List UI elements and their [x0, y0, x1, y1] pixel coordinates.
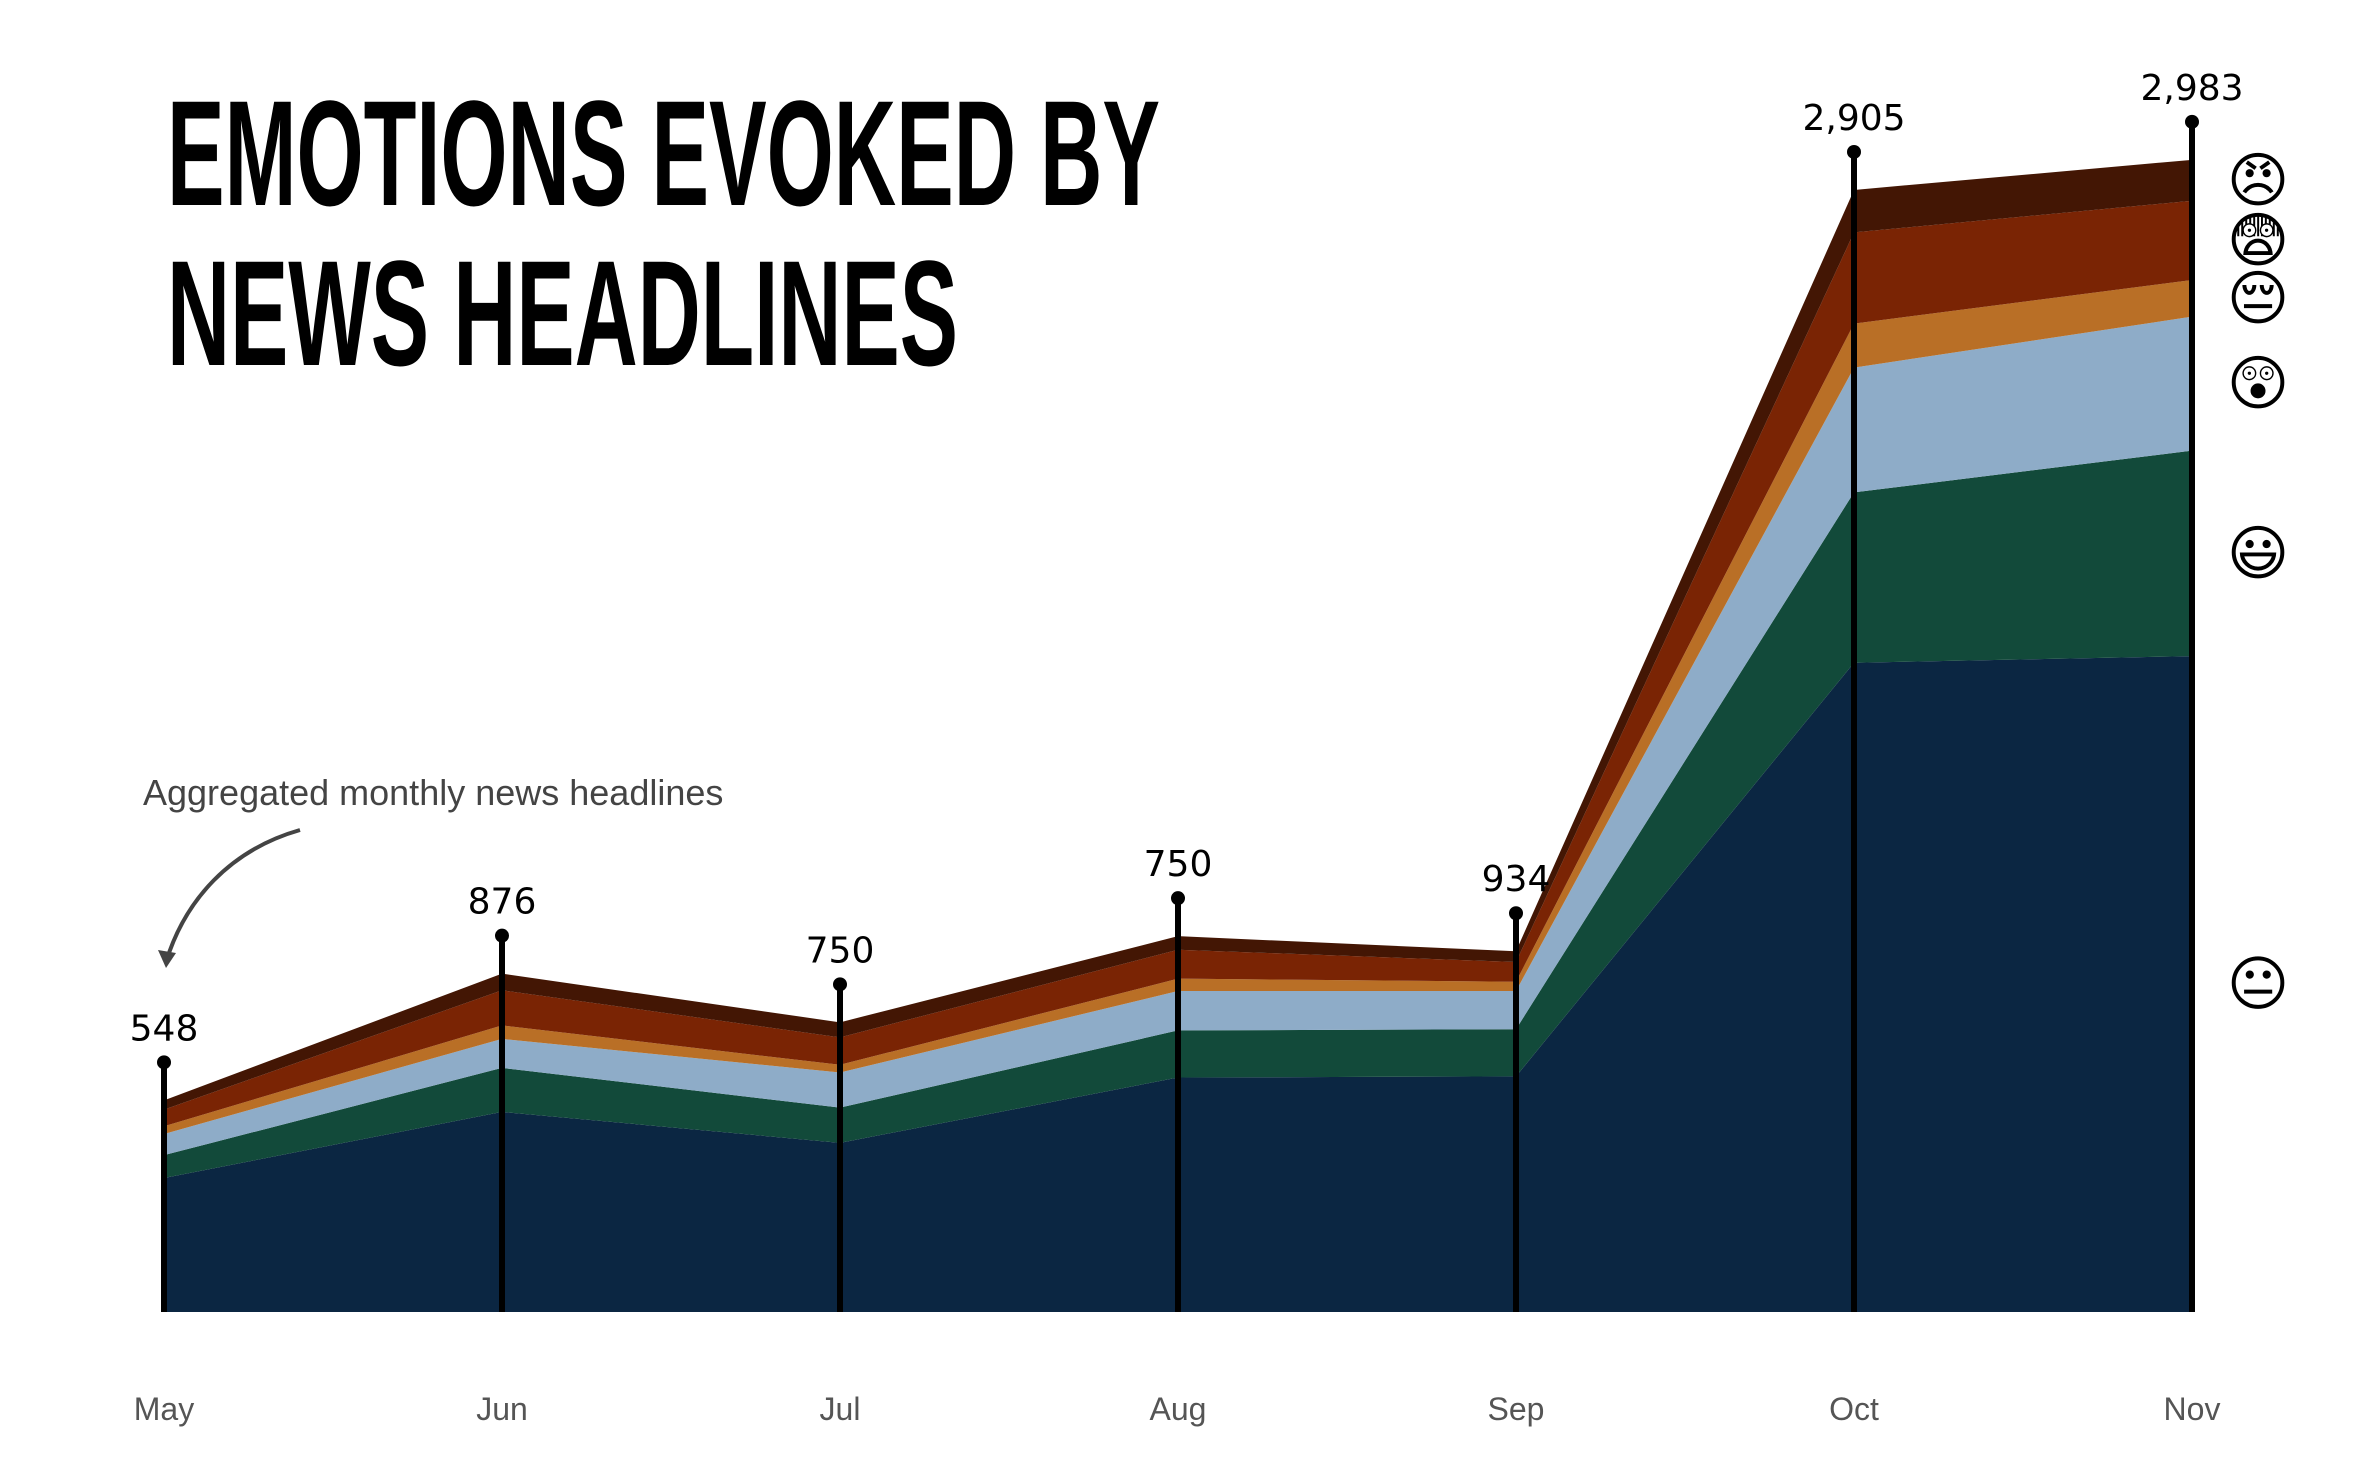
- chart-title: EMOTIONS EVOKED BY: [167, 69, 1160, 237]
- area: [164, 316, 2192, 1156]
- marker-dot: [2185, 114, 2199, 129]
- annotation-arrow: [164, 828, 301, 963]
- x-tick-label: Jun: [476, 1391, 528, 1427]
- x-tick-label: May: [134, 1391, 194, 1427]
- total-label: 2,905: [1802, 98, 1905, 139]
- marker-dot: [1171, 891, 1185, 906]
- marker-dot: [833, 977, 847, 992]
- total-label: 548: [130, 1008, 199, 1049]
- x-tick-label: Jul: [820, 1391, 861, 1427]
- legend-emoji: 😔: [2227, 264, 2290, 334]
- marker-dot: [157, 1055, 171, 1070]
- x-tick-label: Aug: [1150, 1391, 1207, 1427]
- x-tick-label: Oct: [1829, 1391, 1879, 1427]
- marker-dot: [1847, 144, 1861, 159]
- annotation: Aggregated monthly news headlines: [143, 772, 723, 813]
- chart-title: NEWS HEADLINES: [167, 229, 958, 397]
- legend-emoji: 😨: [2227, 206, 2290, 276]
- x-tick-label: Nov: [2164, 1391, 2221, 1427]
- total-label: 876: [468, 882, 537, 923]
- total-label: 750: [806, 930, 875, 971]
- legend-emoji: 😐: [2227, 950, 2290, 1020]
- arrow-head: [158, 950, 176, 968]
- total-label: 750: [1144, 844, 1213, 885]
- area: [164, 656, 2192, 1312]
- area: [164, 200, 2192, 1127]
- marker-dot: [1509, 906, 1523, 921]
- marker-dot: [495, 928, 509, 943]
- legend-emoji: 😃: [2227, 519, 2290, 589]
- total-label: 934: [1482, 859, 1551, 900]
- legend-emoji: 😲: [2227, 349, 2290, 419]
- legend-emoji: 😠: [2227, 146, 2290, 216]
- x-tick-label: Sep: [1488, 1391, 1545, 1427]
- total-label: 2,983: [2140, 68, 2243, 109]
